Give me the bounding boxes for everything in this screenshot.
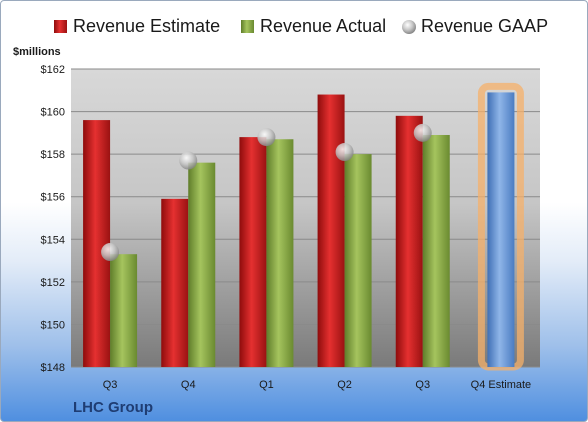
x-tick-label: Q1 xyxy=(259,379,274,391)
x-tick-label: Q4 xyxy=(181,379,196,391)
y-tick-label: $154 xyxy=(41,234,65,246)
gaap-point xyxy=(413,123,432,142)
gaap-point xyxy=(101,243,120,262)
legend-swatch-estimate xyxy=(54,20,67,33)
bar-actual xyxy=(344,154,372,367)
legend-label-gaap: Revenue GAAP xyxy=(421,16,548,36)
bars xyxy=(83,82,524,371)
bar-estimate xyxy=(317,94,345,368)
y-tick-label: $156 xyxy=(41,192,65,204)
y-tick-label: $162 xyxy=(41,64,65,76)
bar-estimate xyxy=(239,137,267,367)
bar-actual xyxy=(188,162,216,367)
bar-actual xyxy=(110,254,138,367)
gaap-markers xyxy=(101,123,432,262)
bar-estimate xyxy=(83,120,111,367)
gaap-point xyxy=(257,128,276,147)
x-tick-label: Q3 xyxy=(103,379,118,391)
y-axis-unit-label: $millions xyxy=(13,46,61,58)
bar-estimate-highlight xyxy=(487,92,515,368)
gridlines xyxy=(71,68,540,368)
legend: Revenue Estimate Revenue Actual Revenue … xyxy=(54,16,548,36)
y-tick-label: $148 xyxy=(41,362,65,374)
x-axis-ticks: Q3 Q4 Q1 Q2 Q3 Q4 Estimate xyxy=(103,379,531,391)
x-tick-label: Q2 xyxy=(337,379,352,391)
plot-area xyxy=(71,69,540,367)
gaap-point xyxy=(335,143,354,162)
legend-swatch-actual xyxy=(241,20,254,33)
legend-label-estimate: Revenue Estimate xyxy=(73,16,220,36)
y-tick-label: $152 xyxy=(41,277,65,289)
y-tick-label: $158 xyxy=(41,149,65,161)
x-tick-label: Q4 Estimate xyxy=(471,379,532,391)
x-tick-label: Q3 xyxy=(415,379,430,391)
bar-estimate xyxy=(395,115,423,367)
y-tick-label: $150 xyxy=(41,319,65,331)
legend-swatch-gaap xyxy=(402,20,416,34)
bar-actual xyxy=(266,139,294,367)
company-name: LHC Group xyxy=(73,399,153,416)
gaap-point xyxy=(179,151,198,170)
y-tick-label: $160 xyxy=(41,107,65,119)
y-axis-ticks: $148 $150 $152 $154 $156 $158 $160 $162 xyxy=(41,64,65,374)
bar-estimate xyxy=(161,198,189,367)
legend-label-actual: Revenue Actual xyxy=(260,16,386,36)
bar-actual xyxy=(422,134,450,367)
